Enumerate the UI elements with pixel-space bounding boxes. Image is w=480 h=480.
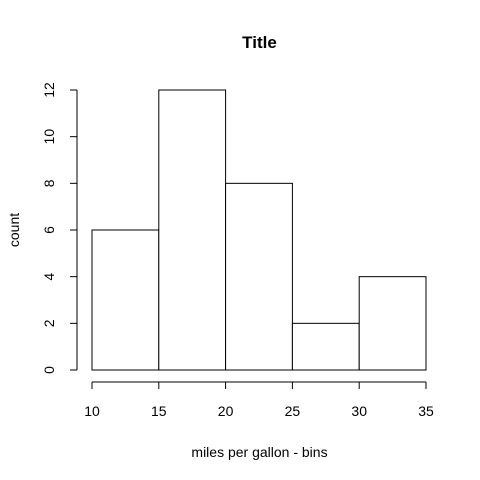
y-axis: 0 2 4 6 8 10 12 [41, 82, 78, 374]
y-tick-label: 12 [41, 82, 57, 98]
x-tick-label: 30 [351, 403, 367, 419]
x-tick-label: 10 [84, 403, 100, 419]
histogram-bar-25-30 [291, 322, 360, 371]
x-tick-label: 15 [151, 403, 167, 419]
chart-title: Title [242, 33, 277, 52]
x-axis: 10 15 20 25 30 35 [84, 381, 434, 419]
x-tick-label: 25 [285, 403, 301, 419]
x-tick-label: 20 [218, 403, 234, 419]
y-tick-label: 0 [41, 366, 57, 374]
x-tick-label: 35 [418, 403, 434, 419]
y-tick-label: 4 [41, 273, 57, 281]
histogram-bar-15-20 [158, 89, 227, 371]
x-axis-label: miles per gallon - bins [191, 444, 327, 460]
y-tick-label: 8 [41, 179, 57, 187]
histogram-bar-20-25 [225, 182, 293, 371]
y-tick-label: 2 [41, 319, 57, 327]
bars-group [91, 89, 427, 371]
histogram-bar-30-35 [358, 276, 427, 371]
y-axis-label: count [6, 213, 22, 247]
y-tick-label: 6 [41, 226, 57, 234]
y-tick-label: 10 [41, 129, 57, 145]
histogram-bar-10-15 [91, 229, 160, 371]
